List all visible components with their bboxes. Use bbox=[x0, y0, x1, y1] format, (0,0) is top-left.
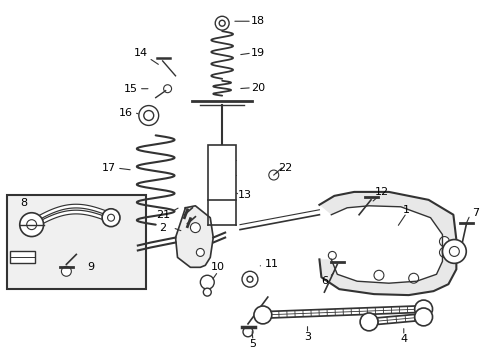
Text: 2: 2 bbox=[159, 222, 166, 233]
Circle shape bbox=[219, 20, 224, 26]
Text: 20: 20 bbox=[250, 83, 264, 93]
Circle shape bbox=[359, 313, 377, 331]
Text: 13: 13 bbox=[238, 190, 251, 200]
Circle shape bbox=[246, 276, 252, 282]
Circle shape bbox=[215, 16, 229, 30]
Text: 14: 14 bbox=[134, 48, 147, 58]
Circle shape bbox=[439, 247, 448, 257]
Circle shape bbox=[408, 273, 418, 283]
Bar bbox=[7, 195, 145, 289]
Circle shape bbox=[268, 170, 278, 180]
Text: 18: 18 bbox=[250, 16, 264, 26]
Text: 12: 12 bbox=[374, 187, 388, 197]
Bar bbox=[208, 145, 236, 200]
Text: 17: 17 bbox=[102, 163, 116, 173]
Circle shape bbox=[253, 306, 271, 324]
Circle shape bbox=[373, 270, 383, 280]
Circle shape bbox=[196, 248, 204, 256]
Text: 10: 10 bbox=[211, 262, 225, 272]
Circle shape bbox=[448, 247, 458, 256]
Circle shape bbox=[163, 85, 171, 93]
Circle shape bbox=[414, 308, 432, 326]
Bar bbox=[10, 251, 35, 264]
Text: 3: 3 bbox=[304, 332, 310, 342]
Circle shape bbox=[20, 213, 43, 237]
Circle shape bbox=[242, 271, 257, 287]
Circle shape bbox=[190, 223, 200, 233]
Circle shape bbox=[107, 214, 114, 221]
Text: 8: 8 bbox=[20, 198, 27, 208]
Circle shape bbox=[139, 105, 158, 125]
Text: 5: 5 bbox=[249, 339, 256, 349]
Circle shape bbox=[414, 300, 432, 318]
Circle shape bbox=[27, 220, 37, 230]
Circle shape bbox=[243, 327, 252, 337]
Circle shape bbox=[203, 288, 211, 296]
Text: 19: 19 bbox=[250, 48, 264, 58]
Polygon shape bbox=[175, 206, 213, 267]
Circle shape bbox=[439, 237, 448, 247]
Text: 16: 16 bbox=[119, 108, 133, 117]
Circle shape bbox=[442, 239, 466, 264]
Text: 6: 6 bbox=[320, 276, 327, 286]
Text: 4: 4 bbox=[399, 334, 407, 344]
Text: 7: 7 bbox=[471, 208, 478, 218]
Text: 1: 1 bbox=[403, 205, 409, 215]
Text: 15: 15 bbox=[123, 84, 138, 94]
Circle shape bbox=[61, 266, 71, 276]
Text: 21: 21 bbox=[156, 210, 170, 220]
Text: 22: 22 bbox=[278, 163, 292, 173]
Circle shape bbox=[327, 251, 336, 260]
Circle shape bbox=[102, 209, 120, 227]
Circle shape bbox=[143, 111, 153, 121]
Polygon shape bbox=[319, 192, 455, 295]
Text: 9: 9 bbox=[87, 262, 95, 272]
Circle shape bbox=[200, 275, 214, 289]
Text: 11: 11 bbox=[264, 259, 278, 269]
